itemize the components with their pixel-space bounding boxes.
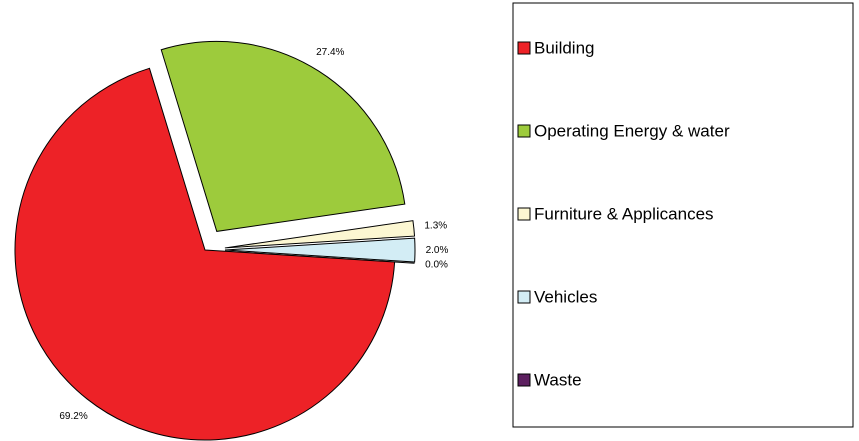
legend-box — [512, 2, 854, 428]
value-label: 27.4% — [316, 47, 344, 58]
legend-label: Waste — [534, 370, 582, 389]
legend-swatch — [517, 207, 531, 221]
legend-swatch — [517, 373, 531, 387]
legend-swatch — [517, 290, 531, 304]
legend-label: Furniture & Applicances — [534, 204, 714, 223]
pie-slice — [160, 40, 406, 232]
value-label: 2.0% — [426, 245, 449, 256]
value-label: 69.2% — [59, 411, 87, 422]
legend-swatch — [517, 124, 531, 138]
value-label: 1.3% — [424, 221, 447, 232]
pie-slice — [224, 237, 416, 263]
legend-label: Building — [534, 38, 595, 57]
legend-label: Operating Energy & water — [534, 121, 730, 140]
legend-swatch — [517, 41, 531, 55]
value-label: 0.0% — [425, 259, 448, 270]
pie-slice — [224, 220, 416, 249]
pie-slice — [14, 67, 396, 441]
legend-label: Vehicles — [534, 287, 597, 306]
